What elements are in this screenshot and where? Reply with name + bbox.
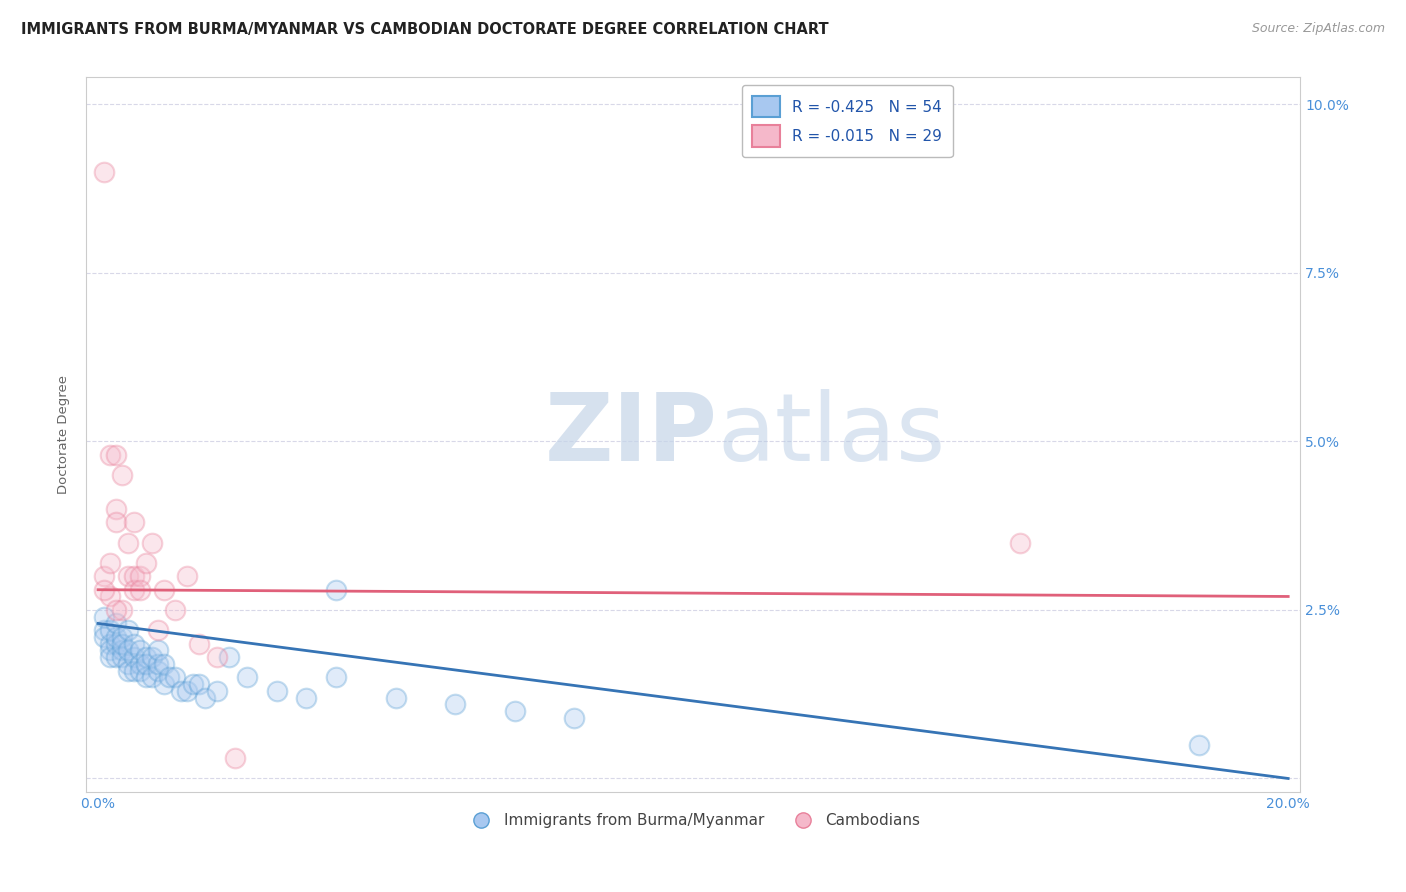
Text: Source: ZipAtlas.com: Source: ZipAtlas.com: [1251, 22, 1385, 36]
Point: [1010, 535, 1032, 549]
Point: [122, 516, 145, 530]
Point: [117, 664, 139, 678]
Text: ZIP: ZIP: [544, 389, 717, 481]
Point: [93, 609, 115, 624]
Point: [111, 603, 134, 617]
Point: [503, 704, 526, 718]
Point: [170, 683, 193, 698]
Point: [104, 637, 127, 651]
Point: [111, 650, 134, 665]
Point: [128, 657, 150, 671]
Point: [176, 569, 198, 583]
Point: [384, 690, 406, 705]
Point: [218, 650, 240, 665]
Point: [188, 637, 211, 651]
Point: [135, 670, 157, 684]
Point: [146, 623, 169, 637]
Point: [93, 623, 115, 637]
Point: [562, 711, 585, 725]
Point: [122, 569, 145, 583]
Point: [165, 670, 187, 684]
Point: [128, 643, 150, 657]
Point: [128, 582, 150, 597]
Point: [165, 603, 187, 617]
Point: [146, 664, 169, 678]
Point: [159, 670, 181, 684]
Point: [104, 501, 127, 516]
Point: [122, 664, 145, 678]
Point: [205, 683, 228, 698]
Point: [325, 670, 347, 684]
Point: [122, 650, 145, 665]
Point: [104, 650, 127, 665]
Point: [98, 650, 121, 665]
Text: atlas: atlas: [717, 389, 946, 481]
Point: [128, 664, 150, 678]
Point: [93, 569, 115, 583]
Point: [104, 603, 127, 617]
Point: [295, 690, 318, 705]
Point: [444, 698, 467, 712]
Point: [117, 535, 139, 549]
Point: [98, 556, 121, 570]
Point: [205, 650, 228, 665]
Y-axis label: Doctorate Degree: Doctorate Degree: [58, 376, 70, 494]
Point: [104, 448, 127, 462]
Point: [128, 569, 150, 583]
Point: [117, 657, 139, 671]
Point: [111, 637, 134, 651]
Point: [141, 650, 163, 665]
Point: [146, 643, 169, 657]
Point: [1188, 738, 1211, 752]
Point: [104, 616, 127, 631]
Point: [111, 643, 134, 657]
Point: [122, 637, 145, 651]
Point: [98, 448, 121, 462]
Point: [325, 582, 347, 597]
Point: [152, 677, 174, 691]
Point: [111, 630, 134, 644]
Legend: Immigrants from Burma/Myanmar, Cambodians: Immigrants from Burma/Myanmar, Cambodian…: [460, 807, 927, 834]
Point: [266, 683, 288, 698]
Point: [117, 643, 139, 657]
Point: [98, 590, 121, 604]
Point: [98, 623, 121, 637]
Point: [135, 657, 157, 671]
Point: [146, 657, 169, 671]
Point: [141, 670, 163, 684]
Point: [93, 165, 115, 179]
Point: [188, 677, 211, 691]
Point: [104, 630, 127, 644]
Point: [135, 556, 157, 570]
Text: IMMIGRANTS FROM BURMA/MYANMAR VS CAMBODIAN DOCTORATE DEGREE CORRELATION CHART: IMMIGRANTS FROM BURMA/MYANMAR VS CAMBODI…: [21, 22, 828, 37]
Point: [111, 468, 134, 483]
Point: [98, 643, 121, 657]
Point: [236, 670, 259, 684]
Point: [224, 751, 246, 765]
Point: [152, 582, 174, 597]
Point: [93, 630, 115, 644]
Point: [104, 516, 127, 530]
Point: [152, 657, 174, 671]
Point: [98, 637, 121, 651]
Point: [194, 690, 217, 705]
Point: [181, 677, 204, 691]
Point: [141, 535, 163, 549]
Point: [117, 623, 139, 637]
Point: [176, 683, 198, 698]
Point: [93, 582, 115, 597]
Point: [135, 650, 157, 665]
Point: [117, 569, 139, 583]
Point: [122, 582, 145, 597]
